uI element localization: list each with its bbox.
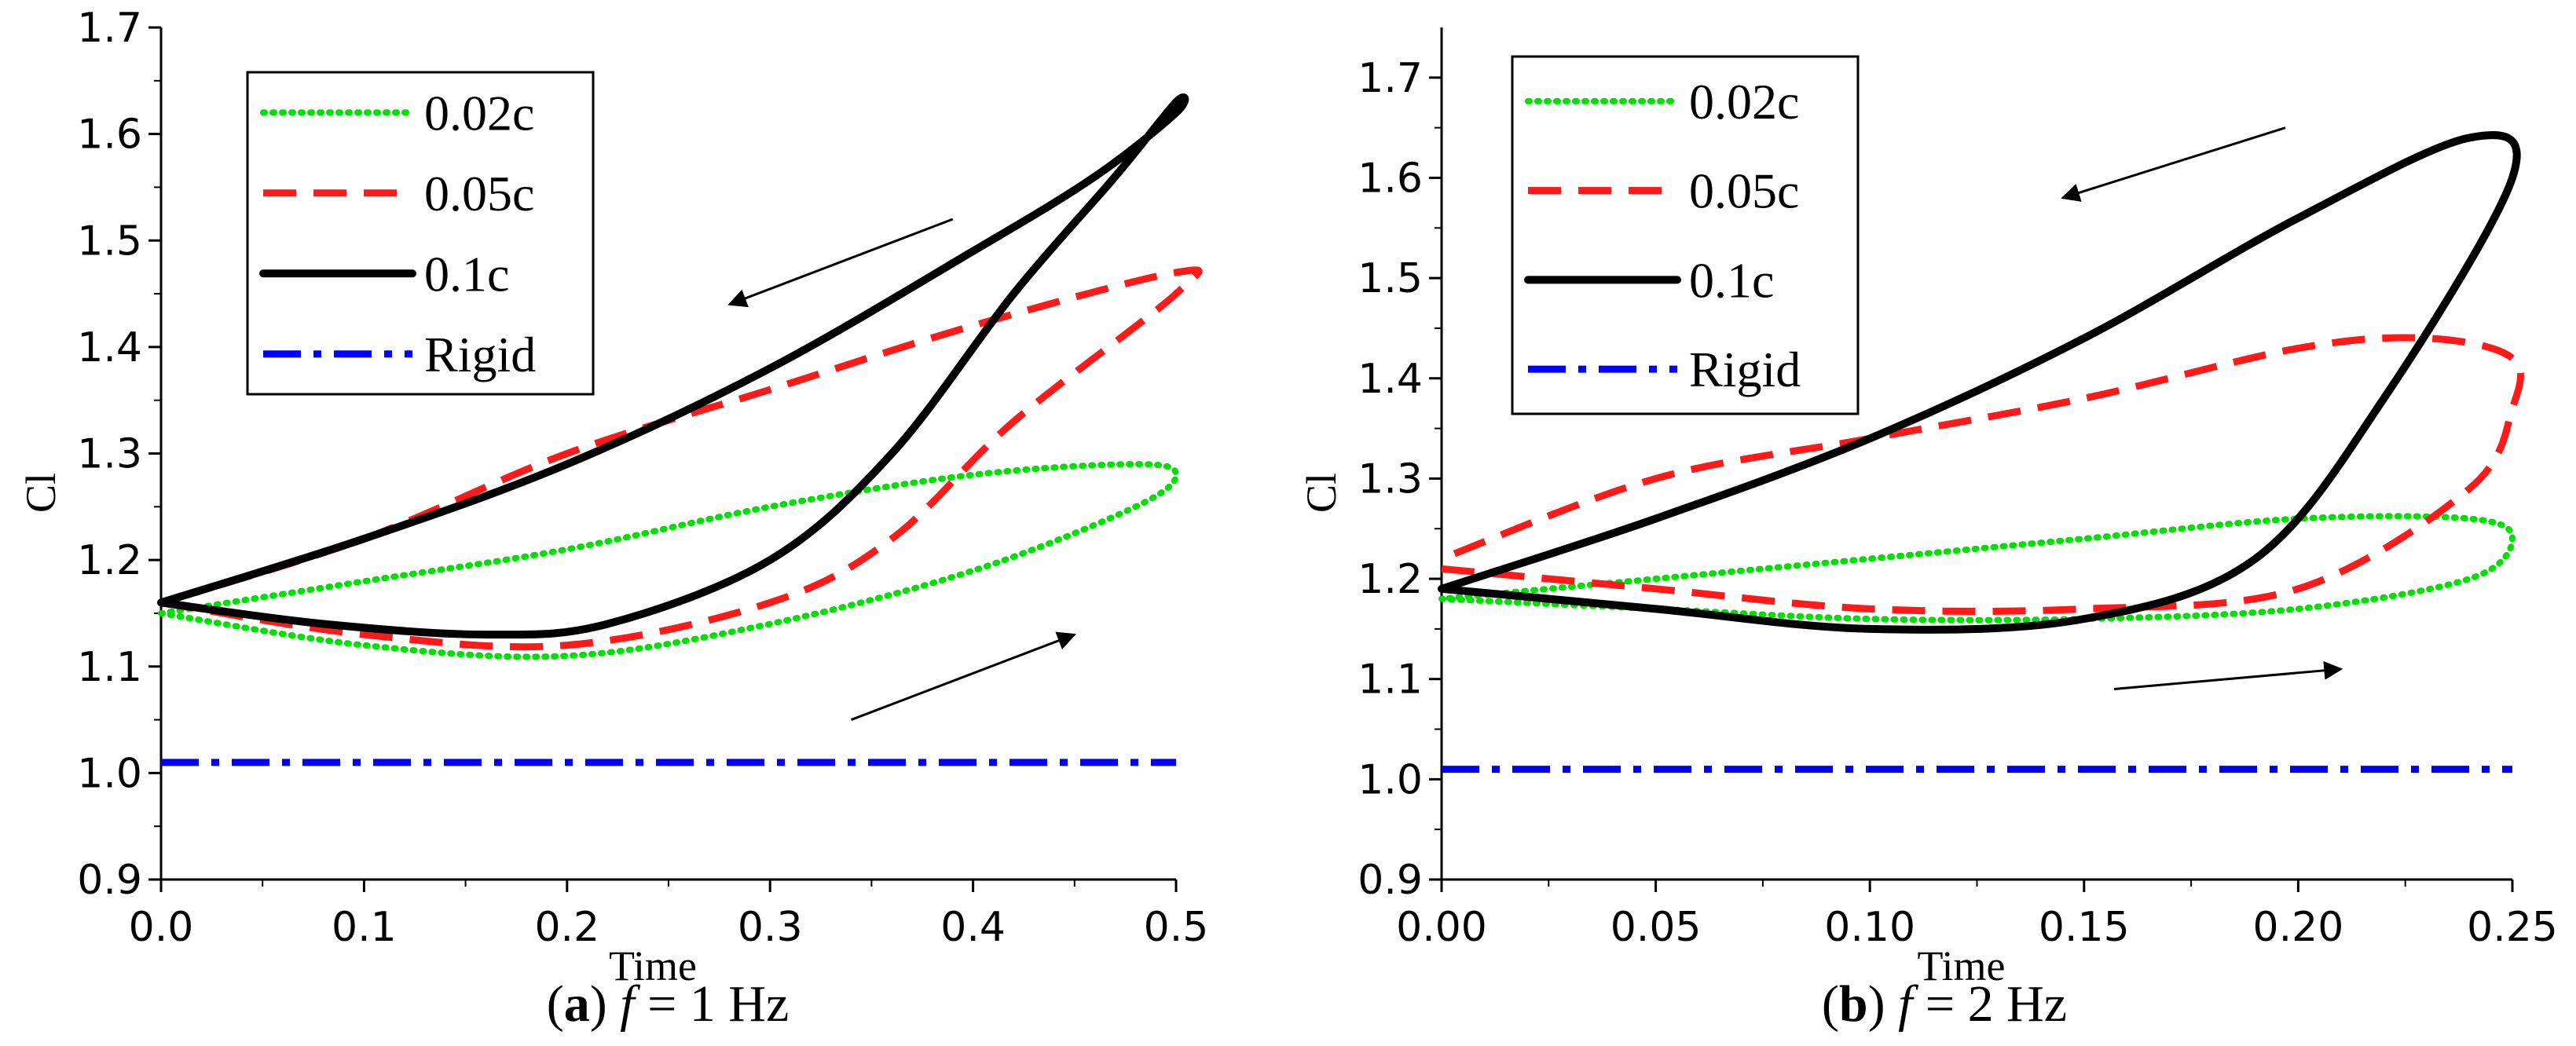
panel-caption: (a) f = 1 Hz <box>547 975 790 1033</box>
x-tick-label: 0.5 <box>1144 904 1209 951</box>
y-tick-label: 1.5 <box>1358 255 1423 302</box>
series-002c-line <box>158 461 1179 660</box>
y-tick-label: 1.0 <box>1358 756 1423 803</box>
caption-close: ) <box>590 975 620 1033</box>
direction-arrow <box>2061 126 2286 202</box>
y-axis-label: Cl <box>1298 473 1345 513</box>
y-tick-label: 1.4 <box>77 324 142 371</box>
legend-label: Rigid <box>424 327 536 382</box>
panel-a: 0.0 0.1 0.2 0.3 0.4 0.5 0.9 1.0 1.1 1.2 1.3 1.4 1.5 1… <box>17 5 1208 1033</box>
caption-letter: b <box>1839 975 1868 1033</box>
series-005c-line <box>159 266 1203 651</box>
y-tick-label: 1.5 <box>77 218 142 265</box>
x-tick-label: 0.10 <box>1824 904 1915 951</box>
legend-label: 0.1c <box>1689 252 1774 308</box>
caption-rest: = 2 Hz <box>1912 975 2067 1033</box>
x-tick-label: 0.20 <box>2253 904 2344 951</box>
y-tick-label: 1.7 <box>1358 55 1423 102</box>
y-tick-label: 1.2 <box>77 537 142 584</box>
direction-arrow <box>727 218 954 308</box>
legend-box <box>1511 55 1860 415</box>
y-tick-label: 1.6 <box>1358 155 1423 202</box>
y-tick-label: 0.9 <box>1358 857 1423 904</box>
legend-box <box>246 71 595 396</box>
direction-arrow <box>851 631 1077 721</box>
y-axis-label: Cl <box>17 473 64 513</box>
x-tick-label: 0.05 <box>1610 904 1702 951</box>
series-01c-line <box>157 93 1189 639</box>
series-01c-line <box>1438 131 2521 634</box>
legend-label: 0.02c <box>424 85 534 141</box>
y-tick-label: 1.1 <box>77 644 142 691</box>
caption-open: ( <box>1822 975 1839 1033</box>
caption-close: ) <box>1868 975 1898 1033</box>
x-tick-label: 0.0 <box>129 904 194 951</box>
x-tick-label: 0.2 <box>534 904 599 951</box>
legend-label: 0.1c <box>424 246 509 302</box>
y-tick-label: 0.9 <box>77 857 142 904</box>
y-tick-label: 1.3 <box>1358 455 1423 503</box>
x-axis-label: Time <box>609 942 697 989</box>
caption-rest: = 1 Hz <box>635 975 790 1033</box>
y-tick-label: 1.4 <box>1358 356 1423 403</box>
y-tick-label: 1.0 <box>77 750 142 797</box>
panel-b: 0.00 0.05 0.10 0.15 0.20 0.25 0.9 1.0 1.1 1.2 1.3 1… <box>1298 27 2558 1033</box>
y-tick-label: 1.6 <box>77 112 142 159</box>
caption-letter: a <box>564 975 590 1033</box>
y-tick-label: 1.3 <box>77 431 142 478</box>
caption-open: ( <box>547 975 564 1033</box>
legend-label: Rigid <box>1689 342 1801 397</box>
x-tick-label: 0.00 <box>1396 904 1487 951</box>
x-tick-label: 0.4 <box>940 904 1006 951</box>
legend-label: 0.02c <box>1689 74 1799 130</box>
x-tick-label: 0.25 <box>2467 904 2558 951</box>
x-axis-label: Time <box>1917 942 2005 989</box>
legend-label: 0.05c <box>424 166 534 221</box>
x-tick-label: 0.1 <box>332 904 397 951</box>
legend-label: 0.05c <box>1689 163 1799 219</box>
series-002c-line <box>1438 513 2516 624</box>
x-tick-label: 0.3 <box>738 904 803 951</box>
x-tick-label: 0.15 <box>2039 904 2130 951</box>
y-tick-label: 1.1 <box>1358 656 1423 704</box>
y-tick-label: 1.2 <box>1358 556 1423 603</box>
direction-arrow <box>2113 660 2343 690</box>
y-tick-label: 1.7 <box>77 5 142 52</box>
panel-caption: (b) f = 2 Hz <box>1822 975 2067 1033</box>
